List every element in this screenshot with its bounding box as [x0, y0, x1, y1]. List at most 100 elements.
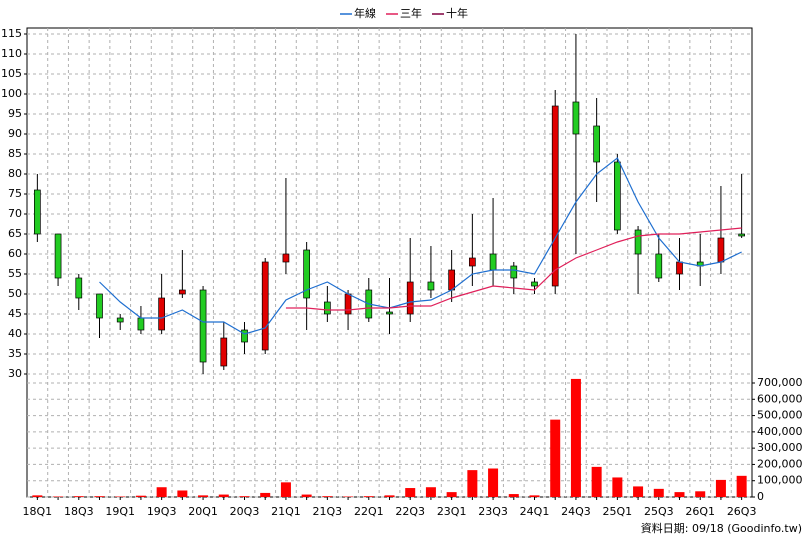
volume-bar	[156, 487, 167, 497]
x-tick-label: 22Q1	[354, 505, 384, 518]
candle-body	[344, 293, 352, 315]
candle-body	[738, 233, 745, 237]
legend-label: 年線	[354, 6, 376, 20]
x-tick-label: 22Q3	[395, 505, 425, 518]
candle-body	[116, 317, 124, 323]
y-tick-label: 50	[8, 287, 22, 300]
y-tick-label: 80	[8, 167, 22, 180]
x-tick-label: 18Q1	[23, 505, 53, 518]
y-tick-label: 110	[1, 47, 22, 60]
volume-bar	[94, 496, 105, 497]
y-tick-label: 85	[8, 147, 22, 160]
candle-body	[448, 269, 455, 291]
candle-body	[54, 233, 62, 279]
y2-tick-label: 100,000	[757, 474, 803, 487]
x-tick-label: 18Q3	[64, 505, 94, 518]
candle-body	[261, 261, 269, 351]
volume-bar	[695, 491, 706, 497]
x-tick-label: 20Q1	[188, 505, 218, 518]
x-tick-label: 19Q1	[105, 505, 135, 518]
volume-bar	[529, 495, 540, 497]
volume-bar	[488, 468, 499, 497]
x-tick-label: 26Q1	[685, 505, 715, 518]
volume-bar	[405, 488, 416, 497]
candle-body	[303, 249, 310, 299]
volume-bar	[239, 496, 250, 497]
x-tick-label: 20Q3	[230, 505, 260, 518]
volume-bar	[260, 492, 271, 497]
volume-bar	[508, 494, 519, 497]
x-tick-label: 26Q3	[727, 505, 757, 518]
volume-bar	[633, 486, 644, 497]
candle-body	[386, 311, 393, 315]
volume-bar	[218, 494, 229, 497]
volume-bar	[301, 494, 312, 497]
x-tick-label: 23Q1	[437, 505, 467, 518]
candle-body	[158, 297, 165, 331]
candle-body	[634, 229, 642, 255]
x-tick-label: 23Q3	[478, 505, 508, 518]
volume-bar	[32, 495, 43, 497]
y2-tick-label: 400,000	[757, 425, 803, 438]
y-tick-label: 65	[8, 227, 22, 240]
y2-tick-label: 500,000	[757, 409, 803, 422]
candle-body	[282, 253, 290, 263]
x-tick-label: 25Q3	[644, 505, 674, 518]
y2-tick-label: 600,000	[757, 392, 803, 405]
volume-bar	[425, 487, 436, 497]
footer-note: 資料日期: 09/18 (Goodinfo.tw)	[641, 521, 802, 535]
candle-body	[34, 189, 41, 235]
y-tick-label: 95	[8, 107, 22, 120]
y-tick-label: 105	[1, 67, 22, 80]
x-tick-label: 24Q1	[520, 505, 550, 518]
volume-bar	[363, 496, 374, 497]
candle-body	[220, 337, 228, 367]
y-tick-label: 35	[8, 347, 22, 360]
candle-body	[676, 261, 683, 275]
candle-body	[572, 101, 580, 135]
candle-body	[137, 317, 145, 331]
legend-label: 三年	[400, 6, 422, 20]
ma-line	[285, 227, 742, 311]
volume-bar	[135, 495, 146, 497]
candle-body	[469, 257, 476, 267]
candle-body	[593, 125, 600, 163]
volume-bar	[612, 477, 623, 497]
y-tick-label: 55	[8, 267, 22, 280]
volume-bar	[570, 378, 581, 497]
volume-bar	[653, 488, 664, 497]
y-tick-label: 90	[8, 127, 22, 140]
candle-body	[489, 253, 497, 271]
x-tick-label: 21Q1	[271, 505, 301, 518]
candle-body	[179, 289, 186, 295]
candle-body	[199, 289, 207, 363]
x-tick-label: 21Q3	[313, 505, 343, 518]
candle-body	[427, 281, 435, 291]
candle-body	[614, 161, 621, 231]
y-tick-label: 100	[1, 87, 22, 100]
candle-body	[241, 329, 248, 343]
volume-bar	[73, 496, 84, 497]
plot-frame	[26, 27, 753, 498]
volume-bar	[384, 495, 395, 497]
candle-body	[406, 281, 414, 315]
volume-bar	[198, 495, 209, 497]
candle-body	[655, 253, 663, 279]
y-tick-label: 45	[8, 307, 22, 320]
volume-bar	[674, 492, 685, 497]
x-tick-label: 19Q3	[147, 505, 177, 518]
volume-bar	[467, 470, 478, 497]
candle-body	[551, 105, 559, 287]
candle-body	[96, 293, 103, 319]
x-tick-label: 24Q3	[561, 505, 591, 518]
candle-body	[531, 281, 538, 287]
volume-bar	[177, 490, 188, 497]
y2-tick-label: 200,000	[757, 457, 803, 470]
candle-body	[75, 277, 83, 299]
y2-tick-label: 0	[757, 490, 764, 503]
y-tick-label: 30	[8, 367, 22, 380]
volume-bar	[736, 475, 747, 497]
y-tick-label: 70	[8, 207, 22, 220]
candle-body	[510, 265, 518, 279]
